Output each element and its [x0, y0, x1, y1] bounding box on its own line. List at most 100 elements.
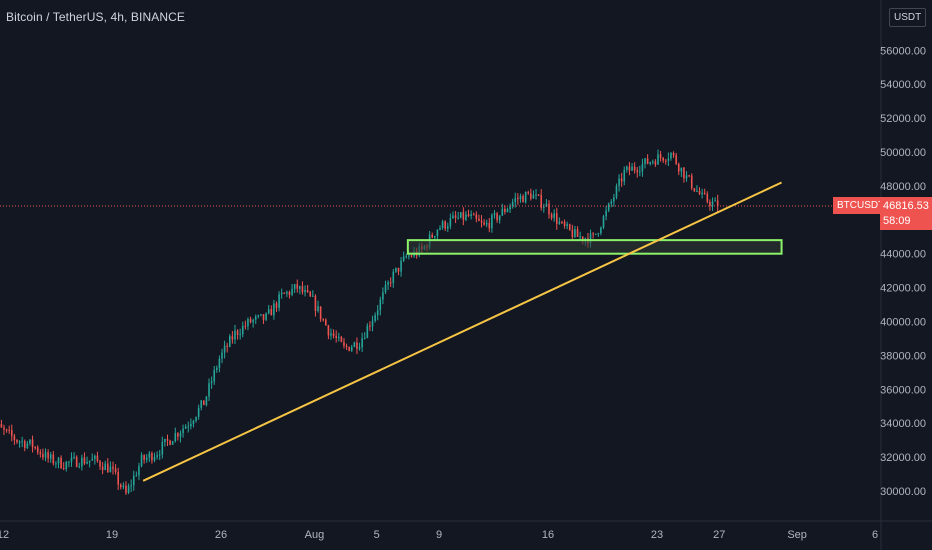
candle [234, 330, 236, 340]
candle [436, 229, 439, 237]
candle [262, 314, 265, 320]
candle [291, 288, 293, 295]
candle [332, 333, 335, 337]
candle [701, 192, 703, 195]
candle [348, 346, 350, 351]
candle [179, 433, 182, 437]
candle [662, 157, 664, 161]
candle [280, 292, 283, 295]
candle [465, 214, 467, 220]
candle [568, 224, 571, 230]
candle [109, 466, 112, 473]
candle [241, 325, 244, 335]
candle [195, 416, 197, 421]
candle [449, 218, 452, 227]
candle [374, 315, 376, 321]
candle [397, 267, 400, 272]
candle [257, 315, 260, 317]
candle [493, 213, 496, 215]
x-tick-label: 19 [106, 529, 118, 541]
candle [190, 423, 192, 427]
symbol-title[interactable]: Bitcoin / TetherUS, 4h, BINANCE [6, 10, 185, 24]
candle [314, 295, 317, 311]
candle [312, 295, 314, 297]
candle [441, 221, 444, 229]
candle [597, 233, 600, 235]
candle [265, 313, 267, 320]
candle [296, 284, 299, 289]
candle [543, 206, 545, 208]
candle [192, 420, 195, 424]
candle [677, 163, 680, 172]
candle [252, 319, 254, 323]
candle [151, 453, 153, 461]
candle [114, 468, 117, 473]
trendline[interactable] [142, 181, 782, 482]
candle [530, 193, 532, 199]
candle [112, 466, 114, 469]
candle [273, 303, 275, 316]
y-tick-label: 34000.00 [880, 418, 926, 430]
candle [158, 454, 161, 456]
candle [57, 457, 60, 464]
candle [223, 345, 226, 353]
candle [670, 152, 672, 159]
candle [31, 439, 34, 448]
candle [646, 158, 649, 164]
candle [187, 426, 190, 428]
candle [293, 284, 296, 289]
candle [444, 221, 446, 229]
candle [81, 457, 83, 467]
candle [641, 163, 644, 172]
x-tick-label: 16 [542, 529, 554, 541]
candle [592, 233, 594, 235]
candle [21, 441, 23, 443]
candle [29, 439, 31, 444]
y-tick-label: 48000.00 [880, 181, 926, 193]
candle [711, 201, 714, 207]
candle [335, 336, 337, 338]
candle [485, 223, 488, 225]
candle [376, 310, 379, 316]
candle [119, 484, 122, 488]
candle [70, 457, 73, 462]
y-tick-label: 42000.00 [880, 283, 926, 295]
candle [117, 472, 119, 485]
candle [231, 336, 234, 340]
candle [527, 192, 530, 194]
candle [13, 435, 16, 440]
candle [226, 345, 228, 347]
candle [213, 369, 216, 382]
candle [675, 155, 677, 164]
candle [166, 438, 169, 441]
candle [462, 212, 465, 220]
candle [304, 290, 306, 293]
y-tick-label: 44000.00 [880, 249, 926, 261]
candle [685, 175, 688, 179]
x-tick-label: 26 [215, 529, 227, 541]
candle [156, 455, 158, 457]
candle [78, 466, 81, 468]
candle [400, 260, 402, 272]
candle [127, 486, 130, 493]
current-price-label: 46816.53 58:09 [880, 197, 932, 230]
candle [228, 336, 231, 347]
currency-button[interactable]: USDT [889, 8, 927, 27]
x-tick-label: 6 [872, 529, 878, 541]
candle [683, 167, 685, 179]
candle [535, 194, 537, 196]
candle [96, 455, 99, 462]
candle [317, 306, 319, 311]
candle [197, 407, 200, 417]
y-tick-label: 52000.00 [880, 113, 926, 125]
candle [169, 440, 171, 445]
candle [145, 457, 148, 460]
x-tick-label: 5 [374, 529, 380, 541]
candle [688, 175, 690, 177]
candle [408, 255, 410, 257]
support-zone[interactable] [406, 239, 783, 255]
y-tick-label: 56000.00 [880, 45, 926, 57]
candle [132, 475, 135, 486]
